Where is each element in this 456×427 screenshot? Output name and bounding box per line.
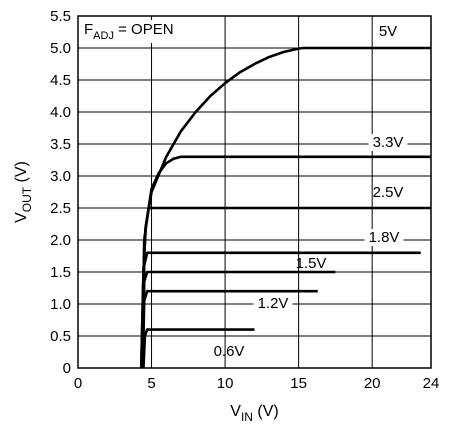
x-axis-title-subscript: IN (241, 410, 253, 424)
series-label-group: 1.2V (253, 295, 293, 312)
x-tick-label: 10 (217, 375, 234, 392)
x-tick-labels: 0 5 10 15 20 24 (74, 375, 440, 392)
annotation-main: F (84, 21, 93, 38)
y-axis-title-subscript: OUT (20, 186, 34, 212)
series-label-background (368, 134, 408, 151)
series-label-group: 3.3V (368, 134, 408, 151)
annotation-rest: = OPEN (114, 21, 174, 38)
series-line-1p2v (141, 289, 318, 369)
series-label-group: 5V (379, 23, 397, 40)
series-label: 2.5V (373, 184, 404, 201)
y-tick-label: 3.5 (50, 136, 71, 153)
annotation-background (80, 20, 178, 43)
y-tick-labels: 0 0.5 1.0 1.5 2.0 2.5 3.0 3.5 4.0 4.5 5.0 5.5 (50, 8, 71, 377)
series-label-group: 0.6V (214, 343, 245, 360)
fadj-annotation: FADJ = OPEN (84, 21, 174, 42)
series-label: 1.5V (296, 255, 327, 272)
x-tick-label: 20 (364, 375, 381, 392)
x-axis-title-unit: (V) (253, 403, 279, 420)
y-tick-label: 5.5 (50, 8, 71, 25)
series-label-group: 1.5V (296, 255, 327, 272)
series-label: 0.6V (214, 343, 245, 360)
y-tick-label: 5.0 (50, 40, 71, 57)
y-tick-label: 2.0 (50, 232, 71, 249)
y-tick-label: 3.0 (50, 168, 71, 185)
series-lines (139, 46, 431, 369)
y-axis-title: VOUT (V) (13, 161, 34, 223)
series-label: 3.3V (373, 134, 404, 151)
series-labels: 5V 3.3V 2.5V 1.8V 1.5V 1.2V 0.6V (214, 23, 408, 360)
annotation: FADJ = OPEN (80, 20, 178, 43)
x-tick-label: 0 (74, 375, 82, 392)
y-tick-label: 2.5 (50, 200, 71, 217)
y-tick-label: 1.0 (50, 296, 71, 313)
y-tick-label: 4.5 (50, 72, 71, 89)
x-axis-title-main: V (230, 403, 241, 420)
series-label: 5V (379, 23, 397, 40)
x-tick-label: 24 (423, 375, 440, 392)
x-tick-label: 5 (147, 375, 155, 392)
series-label: 1.2V (258, 295, 289, 312)
series-label-group: 2.5V (373, 184, 404, 201)
y-axis-title-unit: (V) (13, 161, 30, 187)
y-axis-title-main: V (13, 212, 30, 223)
plot-frame (77, 15, 432, 369)
annotation-subscript: ADJ (93, 30, 114, 42)
series-label-background (364, 229, 404, 246)
series-label: 1.8V (369, 229, 400, 246)
x-axis-title: VIN (V) (230, 403, 278, 424)
series-line-0p6v (142, 328, 255, 369)
series-label-background (253, 295, 293, 312)
series-label-group: 1.8V (364, 229, 404, 246)
x-tick-label: 15 (290, 375, 307, 392)
y-tick-label: 0 (63, 360, 71, 377)
y-tick-label: 0.5 (50, 328, 71, 345)
y-tick-label: 1.5 (50, 264, 71, 281)
y-tick-label: 4.0 (50, 104, 71, 121)
